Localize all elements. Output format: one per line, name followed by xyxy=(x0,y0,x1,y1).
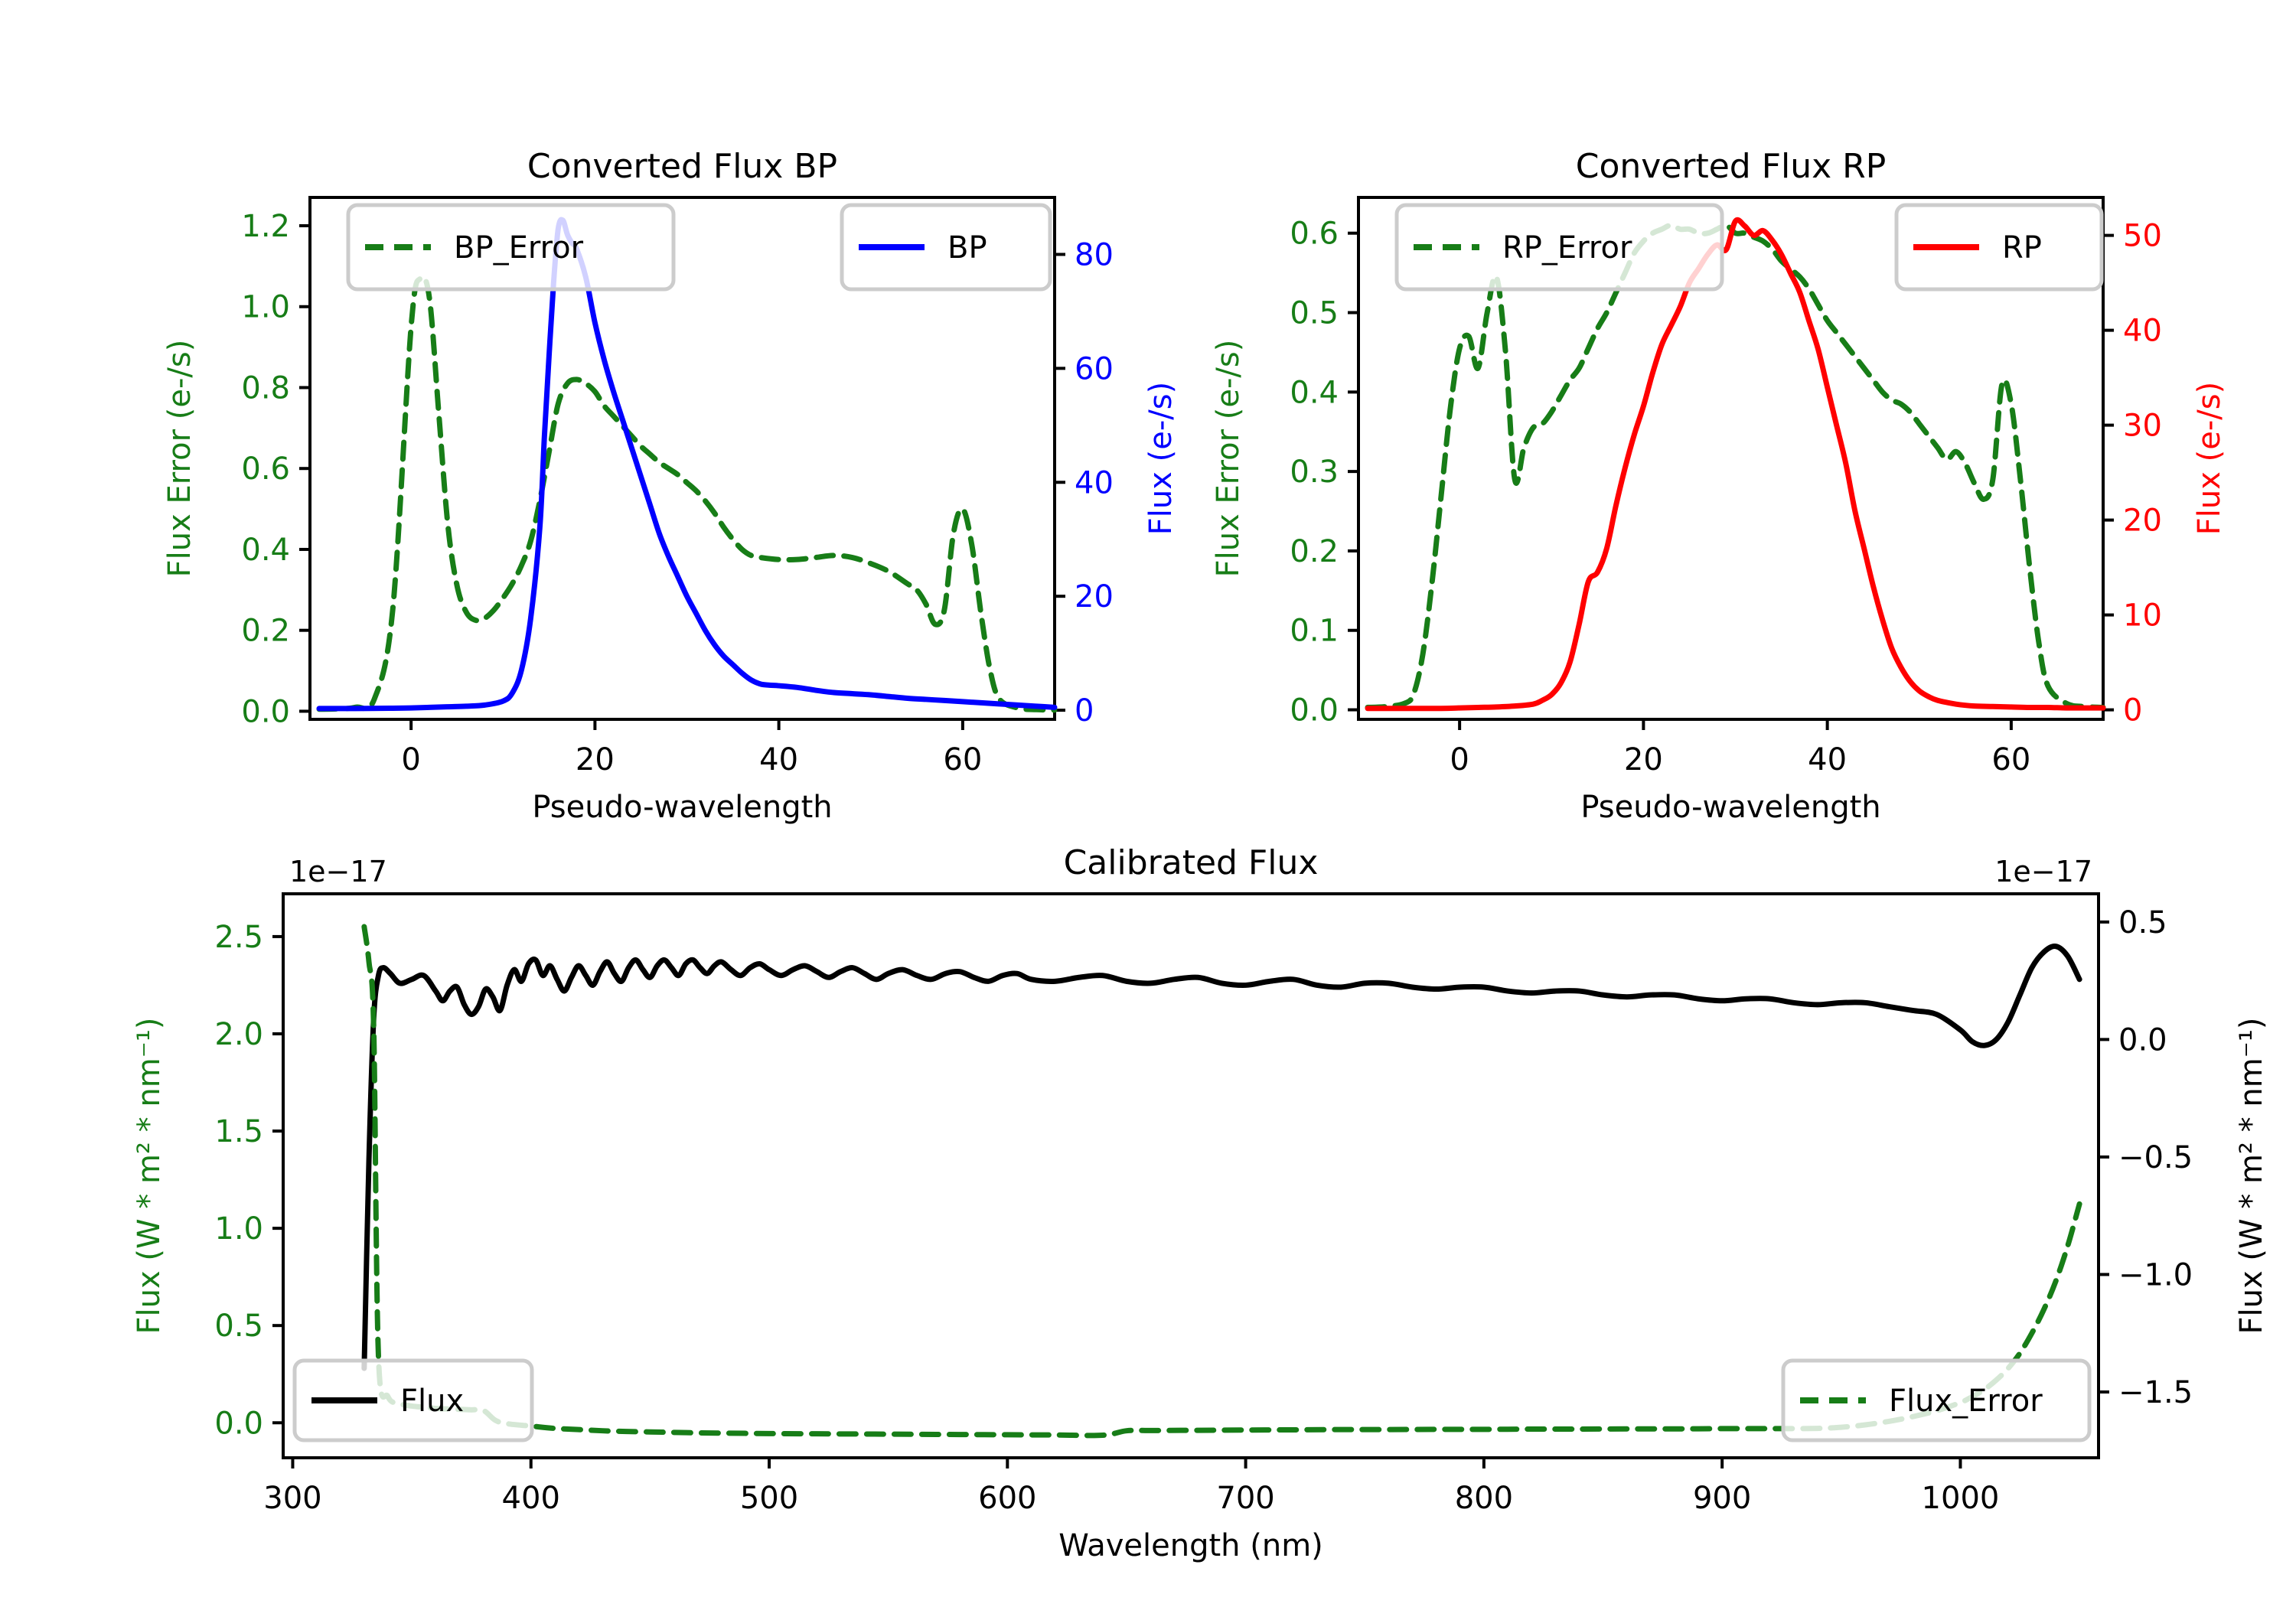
y-axis-label-left-rp: Flux Error (e-/s) xyxy=(1211,340,1246,578)
legend-bp: BP xyxy=(840,203,1052,292)
panel-title-bp: Converted Flux BP xyxy=(527,147,837,186)
y-tick-label-left: 0.5 xyxy=(214,1309,263,1344)
y-axis-label-right-bp: Flux (e-/s) xyxy=(1143,382,1179,535)
y-tick-label-left: 0.1 xyxy=(1290,614,1339,649)
legend-box-bp-error xyxy=(346,203,676,292)
y-tick-label-right: 0 xyxy=(2123,693,2142,729)
y-tick-label-left: 0.6 xyxy=(1290,217,1339,252)
y-tick-label-left: 0.0 xyxy=(214,1406,263,1441)
x-tick-label: 1000 xyxy=(1922,1481,2000,1516)
y-axis-label-right-rp: Flux (e-/s) xyxy=(2192,382,2227,535)
y-tick-label-left: 1.2 xyxy=(241,209,290,244)
y-tick-label-left: 0.3 xyxy=(1290,455,1339,490)
y-tick-label-right: 40 xyxy=(1075,465,1114,500)
y-tick-label-right: 80 xyxy=(1075,237,1114,272)
y-tick-label-left: 0.4 xyxy=(241,533,290,568)
legend-label-rp: RP xyxy=(2002,230,2042,266)
y-tick-label-left: 0.4 xyxy=(1290,375,1339,410)
x-tick-label: 300 xyxy=(263,1481,321,1516)
y-axis-label-left-cal: Flux (W * m² * nm⁻¹) xyxy=(132,1018,167,1335)
y-tick-label-left: 0.8 xyxy=(241,370,290,406)
y-tick-label-left: 0.2 xyxy=(1290,534,1339,569)
legend-label-bp-error: BP_Error xyxy=(454,230,584,266)
legend-rp: RP xyxy=(1894,203,2104,292)
x-tick-label: 20 xyxy=(1624,742,1663,777)
y-tick-label-left: 0.0 xyxy=(1290,693,1339,729)
x-axis-label-rp: Pseudo-wavelength xyxy=(1580,790,1880,825)
y-tick-label-right: 20 xyxy=(2123,504,2162,539)
y-tick-label-left: 2.5 xyxy=(214,920,263,955)
legend-box-rp xyxy=(1894,203,2104,292)
y-tick-label-right: 0 xyxy=(1075,693,1094,729)
legend-box-flux-error xyxy=(1781,1358,2092,1442)
axes-cal: Calibrated Flux 300 400 500 600 700 800 900 1000… xyxy=(132,843,2269,1563)
y-tick-label-left: 0.5 xyxy=(1290,296,1339,331)
legend-label-bp: BP xyxy=(947,230,987,266)
panel-title-rp: Converted Flux RP xyxy=(1576,147,1887,186)
series-bp xyxy=(316,217,1058,712)
panel-title-cal: Calibrated Flux xyxy=(1064,843,1319,882)
y-tick-label-right: 60 xyxy=(1075,351,1114,386)
y-tick-label-right: −1.0 xyxy=(2118,1257,2193,1292)
x-tick-label: 0 xyxy=(1450,742,1469,777)
legend-rp-error: RP_Error xyxy=(1394,203,1724,292)
x-tick-label: 60 xyxy=(943,742,982,777)
x-tick-label: 500 xyxy=(740,1481,798,1516)
y-tick-label-left: 2.0 xyxy=(214,1017,263,1052)
y-tick-label-right: 0.0 xyxy=(2118,1022,2167,1058)
legend-box-rp-error xyxy=(1394,203,1724,292)
x-tick-label: 400 xyxy=(502,1481,560,1516)
x-tick-label: 40 xyxy=(759,742,798,777)
y-tick-label-left: 0.6 xyxy=(241,451,290,487)
y-tick-label-left: 0.0 xyxy=(241,694,290,729)
y-tick-label-left: 0.2 xyxy=(241,614,290,649)
y-axis-label-right-cal: Flux (W * m² * nm⁻¹) xyxy=(2234,1018,2269,1335)
y-axis-label-left-bp: Flux Error (e-/s) xyxy=(162,340,197,578)
x-tick-label: 20 xyxy=(576,742,615,777)
legend-flux: Flux xyxy=(292,1358,534,1442)
x-tick-label: 700 xyxy=(1216,1481,1274,1516)
series-flux xyxy=(361,944,2082,1371)
legend-box-bp xyxy=(840,203,1052,292)
x-tick-label: 900 xyxy=(1693,1481,1751,1516)
y-tick-label-left: 1.0 xyxy=(214,1211,263,1247)
legend-bp-error: BP_Error xyxy=(346,203,676,292)
x-tick-label: 0 xyxy=(401,742,420,777)
legend-label-rp-error: RP_Error xyxy=(1502,230,1632,266)
offset-text-left: 1e−17 xyxy=(289,855,387,888)
legend-label-flux-error: Flux_Error xyxy=(1889,1384,2043,1419)
x-tick-label: 40 xyxy=(1808,742,1847,777)
offset-text-right: 1e−17 xyxy=(1994,855,2092,888)
y-tick-label-right: −1.5 xyxy=(2118,1375,2193,1410)
y-tick-label-right: 40 xyxy=(2123,314,2162,349)
series-bp-error xyxy=(316,273,1058,713)
y-tick-label-right: 10 xyxy=(2123,598,2162,634)
legend-label-flux: Flux xyxy=(400,1384,464,1419)
y-tick-label-right: −0.5 xyxy=(2118,1140,2193,1175)
y-tick-label-left: 1.5 xyxy=(214,1114,263,1149)
y-tick-label-right: 0.5 xyxy=(2118,905,2167,940)
y-tick-label-right: 30 xyxy=(2123,409,2162,444)
series-rp xyxy=(1365,217,2106,712)
y-tick-label-right: 20 xyxy=(1075,579,1114,614)
legend-flux-error: Flux_Error xyxy=(1781,1358,2092,1442)
x-tick-label: 800 xyxy=(1455,1481,1513,1516)
x-tick-label: 600 xyxy=(978,1481,1036,1516)
legend-box-flux xyxy=(292,1358,534,1442)
x-axis-label-cal: Wavelength (nm) xyxy=(1058,1528,1323,1563)
x-tick-label: 60 xyxy=(1991,742,2030,777)
y-tick-label-left: 1.0 xyxy=(241,290,290,325)
x-axis-label-bp: Pseudo-wavelength xyxy=(532,790,832,825)
y-tick-label-right: 50 xyxy=(2123,219,2162,254)
